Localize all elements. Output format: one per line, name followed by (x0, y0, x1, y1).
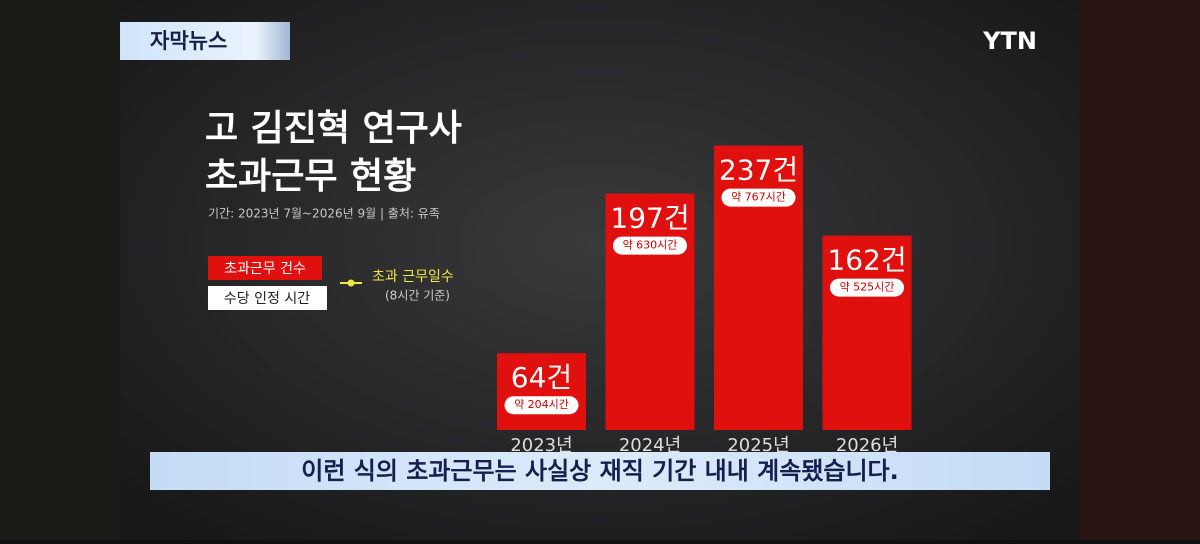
caption: 이런 식의 초과근무는 사실상 재직 기간 내내 계속됐습니다. (301, 457, 899, 485)
x-tick-label: 2024년 (619, 435, 681, 456)
legend-note: (8시간 기준) (385, 289, 450, 303)
value-label: 237건 (719, 154, 798, 187)
value-label: 162건 (827, 244, 906, 277)
bar (497, 353, 586, 430)
x-tick-label: 2025년 (727, 435, 789, 456)
legend-label: 수당 인정 시간 (224, 291, 310, 307)
legend-label: 초과 근무일수 (372, 269, 454, 285)
x-tick-label: 2026년 (836, 435, 898, 456)
bar (822, 235, 912, 430)
legend-swatch (208, 286, 327, 310)
legend-label: 초과근무 건수 (224, 261, 306, 277)
hours-pill (613, 236, 687, 255)
legend-dot (347, 279, 355, 287)
hours-label: 약 525시간 (840, 280, 895, 294)
hours-label: 약 630시간 (623, 238, 678, 252)
value-label: 197건 (610, 202, 689, 235)
chart-title: 고 김진혁 연구사 (205, 108, 462, 149)
hours-pill (721, 188, 796, 207)
side-left (0, 0, 120, 540)
caption-box (150, 452, 1050, 490)
bar (714, 145, 803, 430)
logo: YTN (982, 27, 1037, 55)
x-tick-label: 2023년 (510, 435, 572, 456)
badge: 자막뉴스 (150, 29, 227, 53)
bar (605, 193, 695, 430)
hours-label: 약 204시간 (514, 397, 569, 411)
chart-title: 초과근무 현황 (205, 156, 416, 197)
hours-pill (830, 278, 904, 297)
legend-swatch (208, 256, 322, 280)
chart-subtitle: 기간: 2023년 7월~2026년 9월 | 출처: 유족 (208, 207, 440, 221)
value-label: 64건 (511, 361, 572, 394)
side-right (1080, 0, 1200, 540)
hours-label: 약 767시간 (731, 190, 786, 204)
badge-box (120, 22, 290, 60)
hours-pill (504, 396, 579, 415)
